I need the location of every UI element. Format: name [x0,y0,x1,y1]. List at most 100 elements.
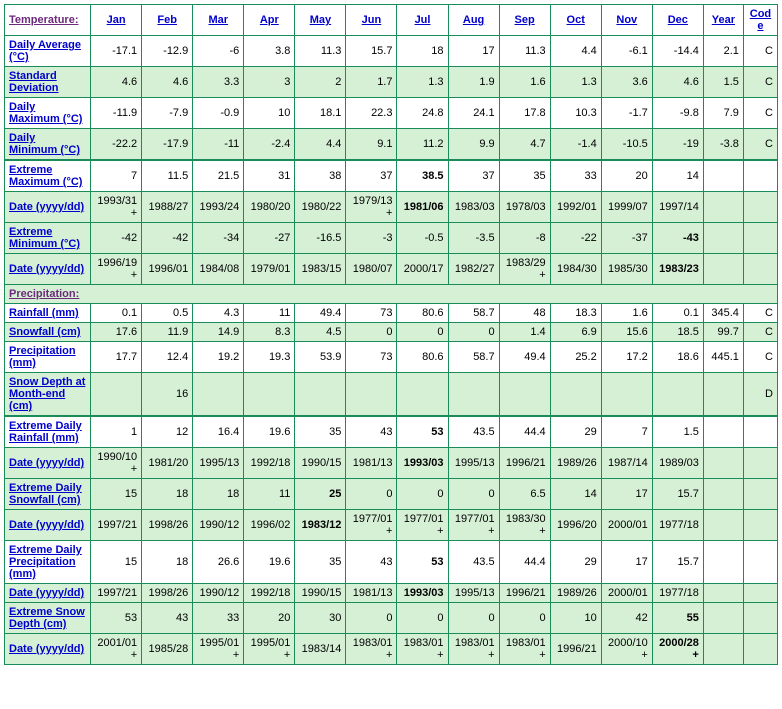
row-label[interactable]: Extreme Snow Depth (cm) [5,603,91,634]
col-jan[interactable]: Jan [91,5,142,36]
data-cell: 2.1 [703,36,743,67]
data-cell: 38.5 [397,160,448,192]
row-label[interactable]: Date (yyyy/dd) [5,634,91,665]
row-label[interactable]: Date (yyyy/dd) [5,254,91,285]
row-label[interactable]: Extreme Daily Precipitation (mm) [5,541,91,584]
col-year[interactable]: Year [703,5,743,36]
data-cell: 1987/14 [601,448,652,479]
col-jun[interactable]: Jun [346,5,397,36]
data-cell: -0.5 [397,223,448,254]
row-label[interactable]: Snowfall (cm) [5,323,91,342]
data-cell [743,448,777,479]
data-cell [448,373,499,417]
data-cell [743,634,777,665]
row-label[interactable]: Extreme Daily Snowfall (cm) [5,479,91,510]
data-cell: 53 [397,416,448,448]
row-label[interactable]: Extreme Minimum (°C) [5,223,91,254]
data-cell: 1978/03 [499,192,550,223]
data-cell: 25.2 [550,342,601,373]
data-cell: 11.9 [142,323,193,342]
data-cell: 1981/13 [346,448,397,479]
row-label[interactable]: Precipitation (mm) [5,342,91,373]
col-dec[interactable]: Dec [652,5,703,36]
table-row: Date (yyyy/dd)1990/10+1981/201995/131992… [5,448,778,479]
data-cell: 1983/23 [652,254,703,285]
row-label[interactable]: Date (yyyy/dd) [5,510,91,541]
data-cell: 43 [346,541,397,584]
row-label[interactable]: Date (yyyy/dd) [5,584,91,603]
data-cell [91,373,142,417]
data-cell [743,479,777,510]
row-label[interactable]: Extreme Maximum (°C) [5,160,91,192]
data-cell: -37 [601,223,652,254]
data-cell: -17.1 [91,36,142,67]
data-cell: 0.5 [142,304,193,323]
col-aug[interactable]: Aug [448,5,499,36]
data-cell: 12.4 [142,342,193,373]
col-sep[interactable]: Sep [499,5,550,36]
data-cell: 4.7 [499,129,550,161]
col-oct[interactable]: Oct [550,5,601,36]
section-header[interactable]: Precipitation: [5,285,778,304]
col-code[interactable]: Code [743,5,777,36]
data-cell [244,373,295,417]
data-cell: 0 [346,323,397,342]
data-cell: 17.6 [91,323,142,342]
data-cell: 8.3 [244,323,295,342]
data-cell: 1.5 [652,416,703,448]
col-may[interactable]: May [295,5,346,36]
data-cell: 35 [499,160,550,192]
data-cell [703,223,743,254]
data-cell: 1998/26 [142,584,193,603]
data-cell: 1989/03 [652,448,703,479]
row-label[interactable]: Daily Minimum (°C) [5,129,91,161]
row-label[interactable]: Date (yyyy/dd) [5,192,91,223]
data-cell: C [743,129,777,161]
data-cell: 19.2 [193,342,244,373]
data-cell: 0.1 [91,304,142,323]
data-cell: 29 [550,416,601,448]
data-cell: 4.6 [652,67,703,98]
row-label[interactable]: Daily Average (°C) [5,36,91,67]
data-cell: 0 [346,603,397,634]
col-mar[interactable]: Mar [193,5,244,36]
row-label[interactable]: Snow Depth at Month-end (cm) [5,373,91,417]
col-nov[interactable]: Nov [601,5,652,36]
row-label[interactable]: Daily Maximum (°C) [5,98,91,129]
data-cell: -42 [142,223,193,254]
data-cell [703,192,743,223]
section-header-temperature[interactable]: Temperature: [5,5,91,36]
row-label[interactable]: Extreme Daily Rainfall (mm) [5,416,91,448]
temperature-link[interactable]: Temperature: [9,14,78,26]
row-label[interactable]: Rainfall (mm) [5,304,91,323]
data-cell: 3 [244,67,295,98]
data-cell: 4.6 [142,67,193,98]
data-cell [193,373,244,417]
data-cell: 0 [346,479,397,510]
data-cell: 42 [601,603,652,634]
data-cell: 17.7 [91,342,142,373]
data-cell: 1993/24 [193,192,244,223]
col-jul[interactable]: Jul [397,5,448,36]
data-cell: -14.4 [652,36,703,67]
data-cell: 1992/18 [244,584,295,603]
data-cell: 1990/12 [193,510,244,541]
data-cell: 1983/15 [295,254,346,285]
table-row: Standard Deviation4.64.63.3321.71.31.91.… [5,67,778,98]
data-cell: 2000/10+ [601,634,652,665]
data-cell: 58.7 [448,342,499,373]
data-cell: 1984/30 [550,254,601,285]
data-cell: 1993/31+ [91,192,142,223]
data-cell: 1996/20 [550,510,601,541]
precipitation-link[interactable]: Precipitation: [9,288,79,300]
col-apr[interactable]: Apr [244,5,295,36]
row-label[interactable]: Date (yyyy/dd) [5,448,91,479]
data-cell: 0 [448,479,499,510]
data-cell: -12.9 [142,36,193,67]
data-cell [743,192,777,223]
row-label[interactable]: Standard Deviation [5,67,91,98]
data-cell: 43.5 [448,416,499,448]
data-cell: 2000/28+ [652,634,703,665]
data-cell: 15 [91,541,142,584]
col-feb[interactable]: Feb [142,5,193,36]
